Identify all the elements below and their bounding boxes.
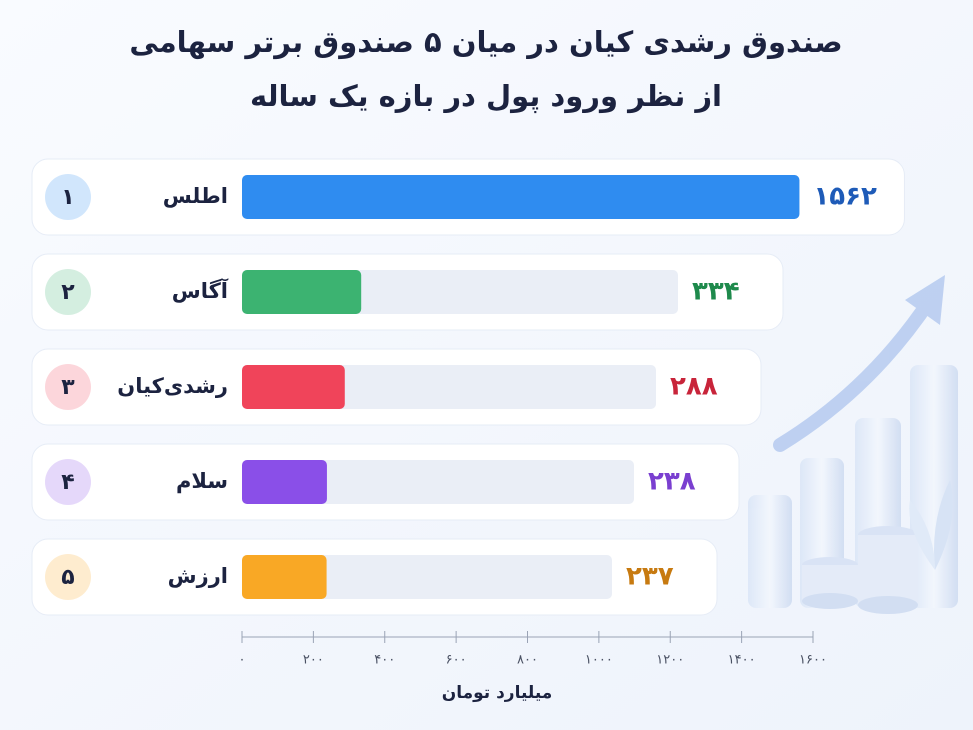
bar [242, 175, 800, 219]
rank-label: ۲ [61, 280, 75, 305]
x-tick-label: ۱۶۰۰ [799, 653, 827, 668]
rows: ۱ اطلس ۱۵۶۲ ۲ آگاس ۳۳۴ ۳ رشدی‌کیان ۲۸۸ ۴ سلام ۲۳۸ ۵ ا… [31, 158, 905, 616]
rank-badge [45, 459, 91, 505]
x-tick-label: ۲۰۰ [303, 653, 324, 668]
rank-badge [45, 554, 91, 600]
category-label: رشدی‌کیان [117, 374, 228, 398]
category-label: اطلس [163, 184, 228, 208]
x-tick-label: ۱۰۰۰ [585, 653, 613, 668]
x-tick-label: ۶۰۰ [446, 653, 467, 668]
rank-badge [45, 269, 91, 315]
rank-badge [45, 364, 91, 410]
category-label: سلام [176, 469, 228, 493]
x-tick-label: ۱۲۰۰ [656, 653, 684, 668]
rank-label: ۵ [61, 565, 74, 590]
value-label: ۳۳۴ [692, 277, 740, 307]
value-label: ۲۳۷ [626, 562, 674, 592]
x-axis: ۰ ۲۰۰ ۴۰۰ ۶۰۰ ۸۰۰ ۱۰۰۰ ۱۲۰۰ ۱۴۰۰ ۱۶۰۰ میلیارد توم… [239, 631, 827, 703]
value-label: ۲۸۸ [670, 372, 718, 402]
rank-label: ۱ [61, 185, 74, 210]
rank-label: ۳ [61, 375, 75, 400]
bar [242, 270, 362, 314]
bar-track [242, 365, 656, 409]
rank-label: ۴ [61, 470, 74, 495]
x-tick-label: ۰ [239, 653, 246, 668]
decoration [748, 275, 958, 614]
bar-track [242, 460, 634, 504]
x-tick-label: ۴۰۰ [374, 653, 395, 668]
bar [242, 365, 345, 409]
value-label: ۱۵۶۲ [813, 182, 877, 212]
x-tick-label: ۱۴۰۰ [728, 653, 756, 668]
chart-title: صندوق رشدی کیان در میان ۵ صندوق برتر سها… [129, 25, 842, 59]
x-axis-title: میلیارد تومان [442, 683, 553, 703]
value-label: ۲۳۸ [648, 467, 696, 497]
bar [242, 460, 327, 504]
bar [242, 555, 327, 599]
chart-subtitle: از نظر ورود پول در بازه یک ساله [250, 79, 722, 114]
x-tick-label: ۸۰۰ [517, 653, 538, 668]
rank-badge [45, 174, 91, 220]
category-label: ارزش [168, 564, 228, 588]
bar-track [242, 555, 612, 599]
category-label: آگاس [172, 278, 229, 303]
